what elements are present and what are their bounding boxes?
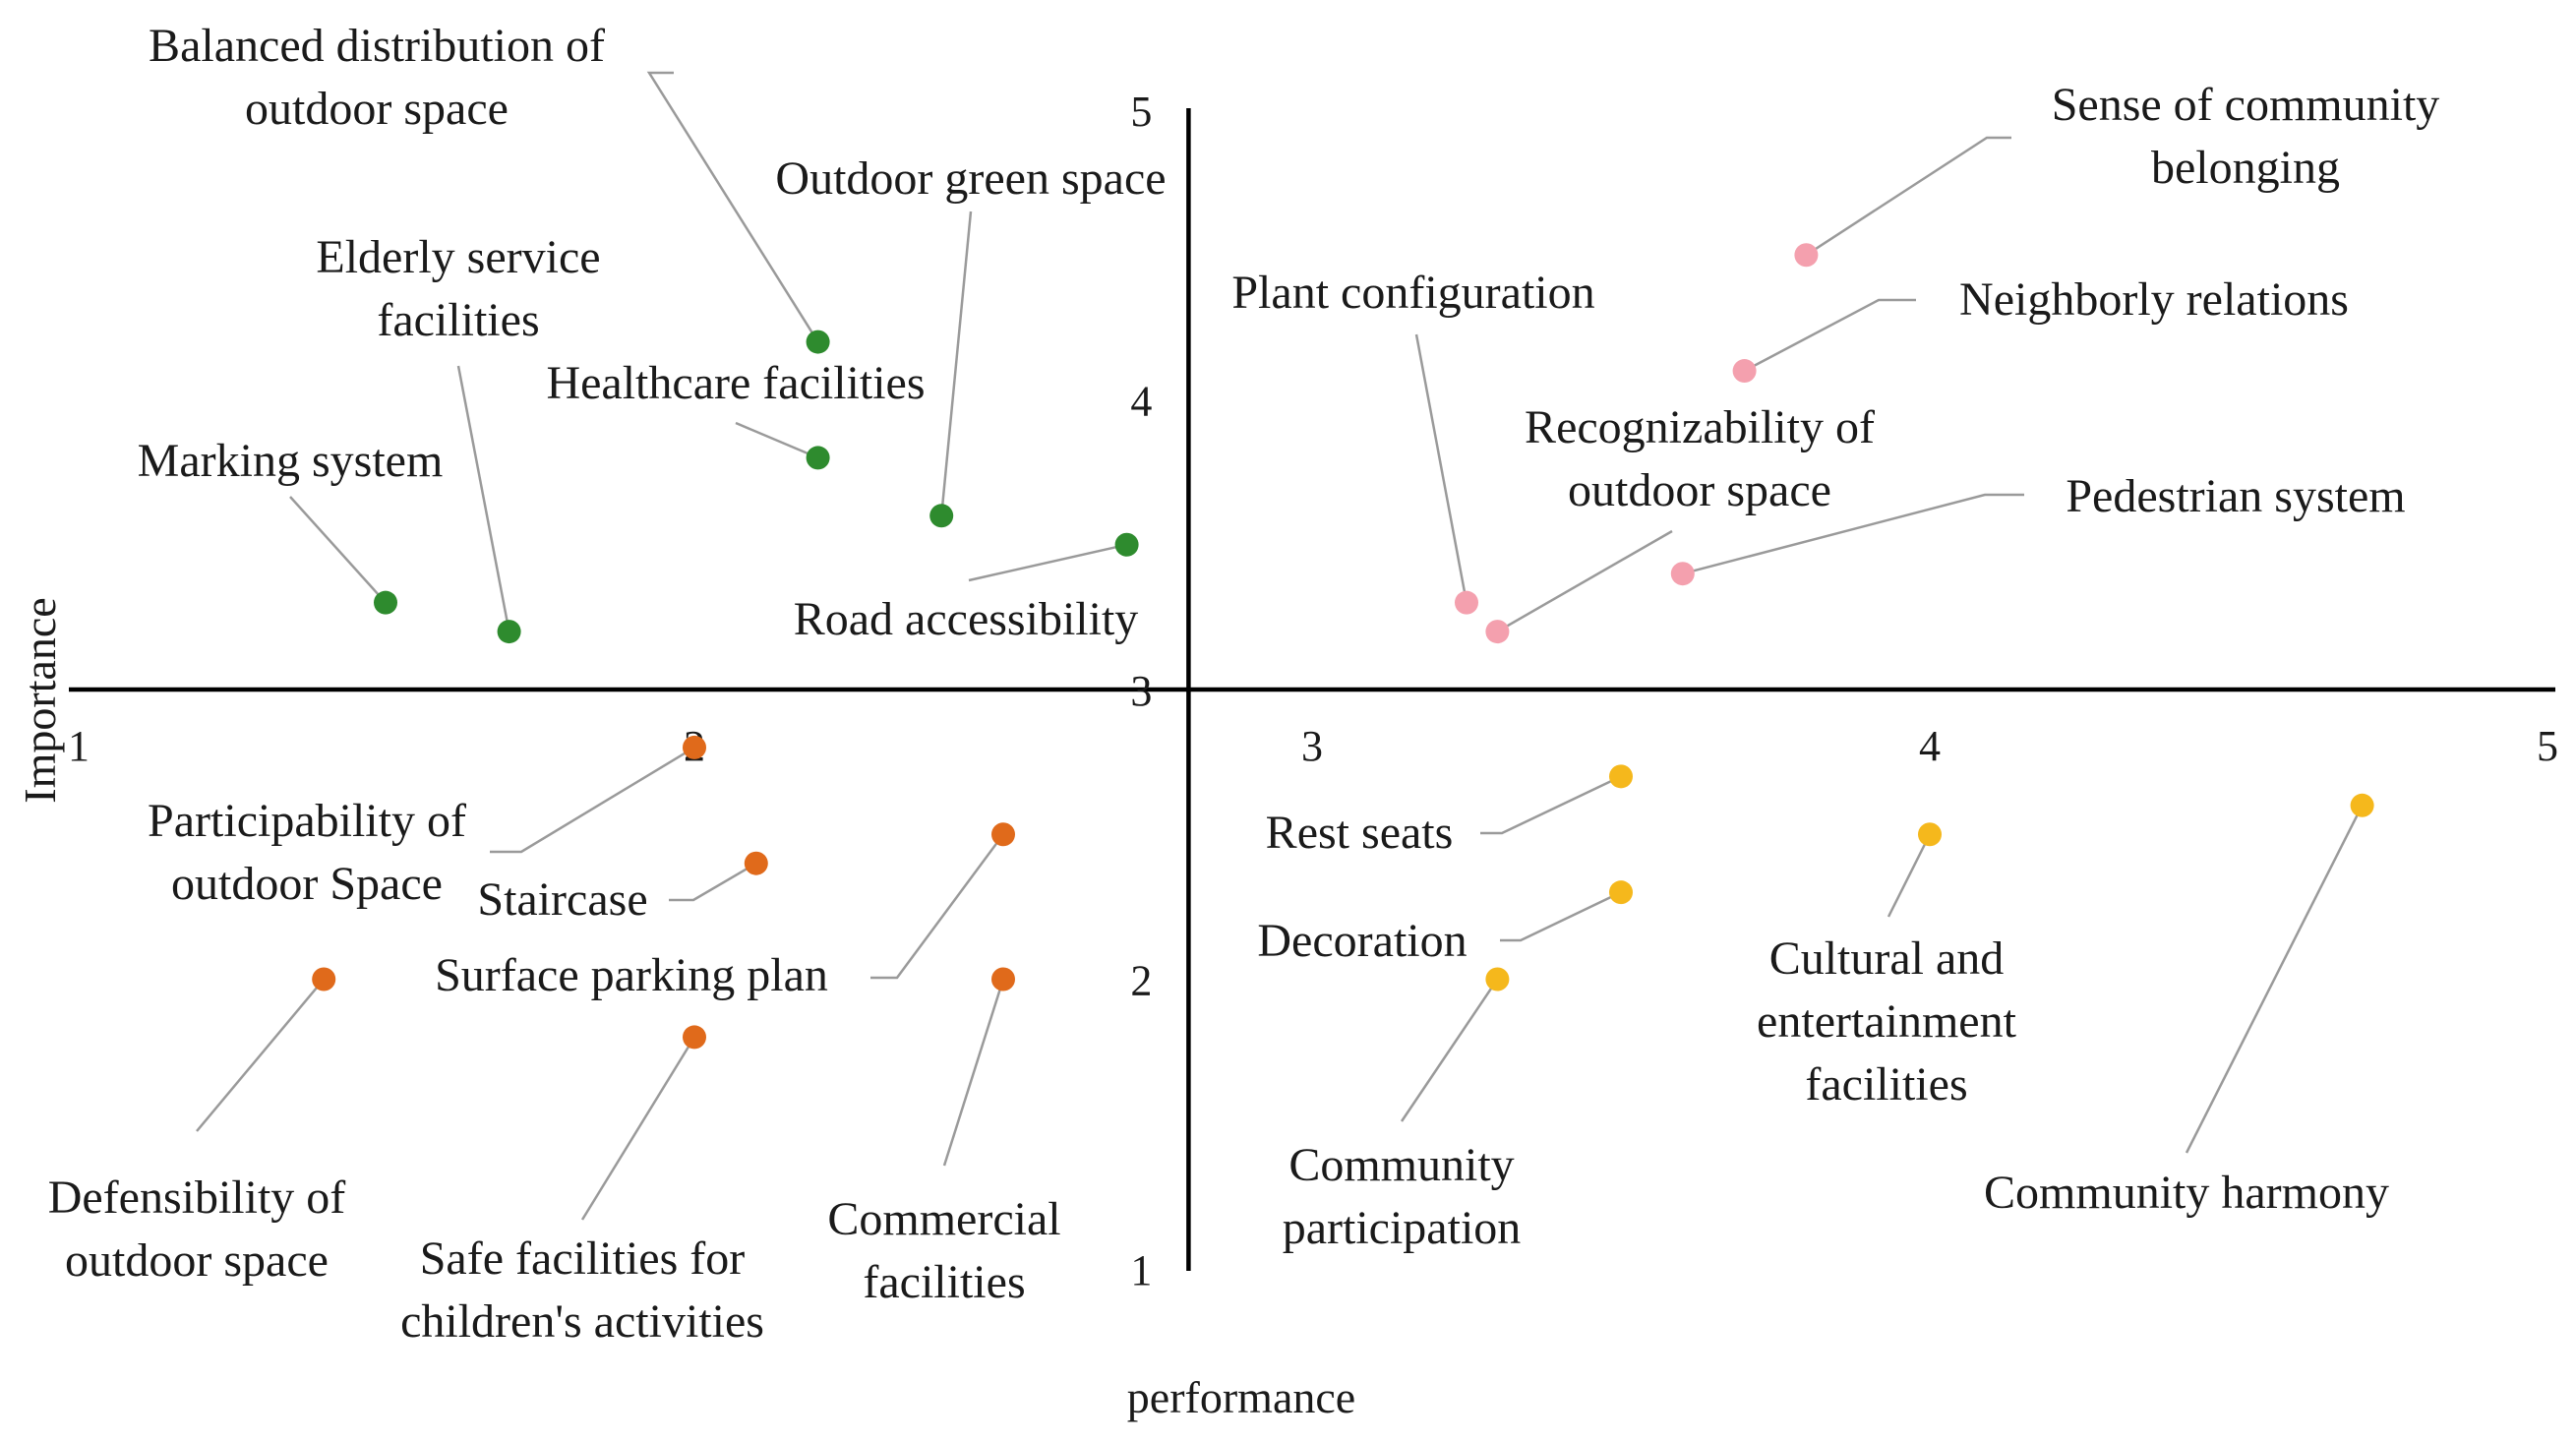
data-point-balanced-distribution-of-outdoor-space xyxy=(806,330,830,354)
point-label-commercial-facilities: Commercial facilities xyxy=(827,1193,1060,1308)
leader-line-recognizability-of-outdoor-space xyxy=(1496,529,1673,633)
point-label-community-harmony: Community harmony xyxy=(1984,1167,2389,1219)
point-label-road-accessibility: Road accessibility xyxy=(794,593,1139,645)
x-tick-label: 1 xyxy=(68,722,90,770)
data-points xyxy=(312,243,2374,1050)
data-point-commercial-facilities xyxy=(991,967,1015,991)
leader-line-sense-of-community-belonging xyxy=(1805,136,2011,257)
leader-line-safe-facilities-for-children-s-activities xyxy=(580,1036,696,1221)
leader-line-road-accessibility xyxy=(968,543,1127,582)
x-tick-label: 4 xyxy=(1919,722,1941,770)
y-axis-title: Importance xyxy=(15,597,65,803)
leader-line-surface-parking-plan xyxy=(870,833,1005,980)
axes xyxy=(69,108,2555,1271)
leader-line-elderly-service-facilities xyxy=(456,365,510,632)
point-label-recognizability-of-outdoor-space: Recognizability of outdoor space xyxy=(1525,401,1875,516)
point-label-neighborly-relations: Neighborly relations xyxy=(1959,273,2349,326)
data-point-rest-seats xyxy=(1609,764,1633,789)
leader-line-cultural-and-entertainment-facilities xyxy=(1887,833,1932,918)
data-point-surface-parking-plan xyxy=(991,822,1015,847)
point-label-staircase: Staircase xyxy=(477,873,647,926)
leader-line-balanced-distribution-of-outdoor-space xyxy=(646,71,819,343)
data-point-defensibility-of-outdoor-space xyxy=(312,967,336,991)
data-point-healthcare-facilities xyxy=(806,446,830,470)
data-point-marking-system xyxy=(374,590,397,615)
x-tick-label: 3 xyxy=(1301,722,1323,770)
tick-labels: 1234512345 xyxy=(68,88,2558,1294)
point-label-defensibility-of-outdoor-space: Defensibility of outdoor space xyxy=(48,1172,346,1287)
point-label-marking-system: Marking system xyxy=(138,435,444,487)
data-point-pedestrian-system xyxy=(1670,562,1695,586)
point-label-participability-of-outdoor-space: Participability of outdoor Space xyxy=(148,795,466,910)
leader-line-community-participation xyxy=(1400,978,1499,1122)
point-label-rest-seats: Rest seats xyxy=(1266,807,1454,859)
y-tick-label: 5 xyxy=(1130,88,1152,136)
point-label-sense-of-community-belonging: Sense of community belonging xyxy=(2052,79,2440,194)
point-label-elderly-service-facilities: Elderly service facilities xyxy=(316,231,600,346)
leader-line-pedestrian-system xyxy=(1682,493,2024,575)
data-point-recognizability-of-outdoor-space xyxy=(1485,620,1510,644)
point-label-outdoor-green-space: Outdoor green space xyxy=(775,152,1166,205)
data-point-safe-facilities-for-children-s-activities xyxy=(683,1025,706,1050)
leader-line-participability-of-outdoor-space xyxy=(490,746,695,854)
data-point-road-accessibility xyxy=(1114,532,1139,557)
point-label-cultural-and-entertainment-facilities: Cultural and entertainment facilities xyxy=(1757,932,2017,1111)
leader-line-outdoor-green-space xyxy=(939,210,973,516)
data-point-decoration xyxy=(1609,880,1633,905)
leader-line-neighborly-relations xyxy=(1744,298,1916,373)
point-label-plant-configuration: Plant configuration xyxy=(1231,267,1594,319)
data-point-community-participation xyxy=(1485,967,1510,991)
y-tick-label: 4 xyxy=(1130,378,1152,426)
data-point-staircase xyxy=(744,851,768,875)
point-label-safe-facilities-for-children-s-activities: Safe facilities for children's activities xyxy=(400,1232,764,1348)
leader-line-staircase xyxy=(669,862,757,902)
leader-line-defensibility-of-outdoor-space xyxy=(196,978,326,1132)
x-axis-title: performance xyxy=(1127,1372,1355,1422)
leader-line-marking-system xyxy=(289,496,387,604)
leader-line-plant-configuration xyxy=(1414,333,1468,603)
point-label-decoration: Decoration xyxy=(1257,915,1467,967)
leader-line-decoration xyxy=(1500,891,1622,942)
data-point-community-harmony xyxy=(2350,793,2374,817)
leader-line-commercial-facilities xyxy=(942,979,1005,1167)
data-point-sense-of-community-belonging xyxy=(1794,243,1819,268)
data-point-participability-of-outdoor-space xyxy=(683,735,706,759)
leader-line-community-harmony xyxy=(2185,805,2364,1154)
data-point-plant-configuration xyxy=(1455,590,1478,615)
y-tick-label: 3 xyxy=(1130,667,1152,715)
y-tick-label: 2 xyxy=(1130,957,1152,1005)
data-point-elderly-service-facilities xyxy=(497,620,521,644)
leader-lines xyxy=(196,71,2364,1221)
point-label-community-participation: Community participation xyxy=(1283,1139,1522,1254)
leader-line-rest-seats xyxy=(1480,775,1622,835)
point-label-surface-parking-plan: Surface parking plan xyxy=(435,949,828,1001)
data-point-outdoor-green-space xyxy=(929,504,954,528)
x-tick-label: 5 xyxy=(2537,722,2558,770)
data-point-cultural-and-entertainment-facilities xyxy=(1918,822,1942,847)
leader-line-healthcare-facilities xyxy=(735,421,819,459)
point-labels: Balanced distribution of outdoor space Out… xyxy=(48,20,2440,1348)
point-label-pedestrian-system: Pedestrian system xyxy=(2066,470,2405,522)
y-tick-label: 1 xyxy=(1130,1246,1152,1294)
point-label-balanced-distribution-of-outdoor-space: Balanced distribution of outdoor space xyxy=(149,20,605,135)
data-point-neighborly-relations xyxy=(1732,359,1757,384)
point-label-healthcare-facilities: Healthcare facilities xyxy=(546,357,925,409)
